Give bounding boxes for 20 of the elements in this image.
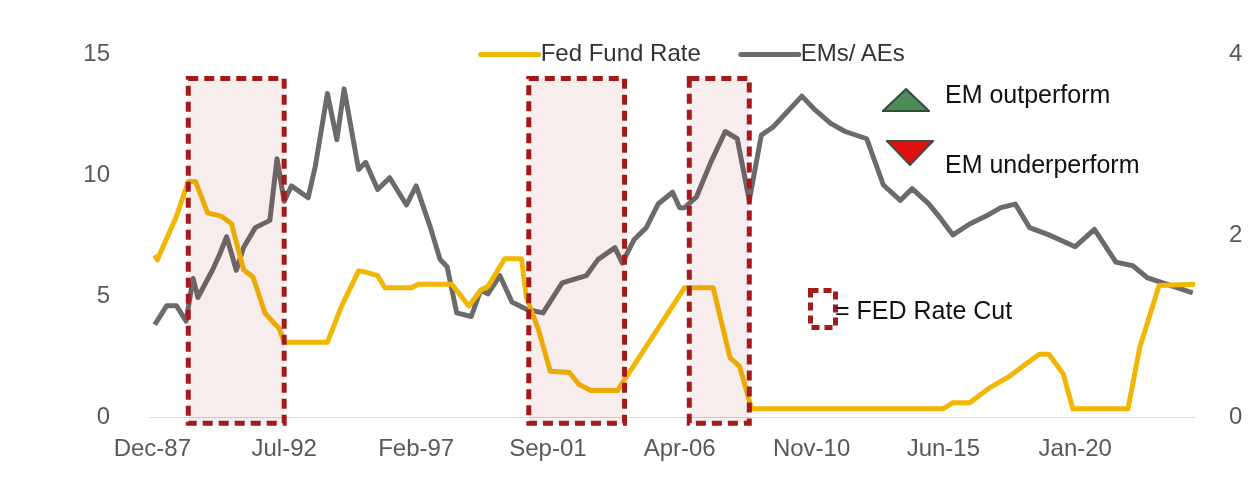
annotation: EM underperform	[945, 150, 1140, 179]
x-tick-label: Nov-10	[772, 434, 851, 462]
y-tick-label: 5	[96, 280, 110, 308]
y2-tick-label: 2	[1229, 220, 1243, 248]
y-tick-label: 0	[96, 401, 110, 429]
annotation: = FED Rate Cut	[835, 296, 1013, 325]
y2-tick-label: 0	[1229, 401, 1243, 429]
x-tick-label: Jan-20	[1038, 434, 1112, 462]
x-tick-label: Apr-06	[643, 434, 716, 462]
x-tick-label: Jul-92	[251, 434, 317, 462]
y2-tick-label: 4	[1229, 39, 1243, 67]
x-tick-label: Jun-15	[906, 434, 981, 462]
legend-label: EMs/ AEs	[800, 39, 905, 67]
legend-label: Fed Fund Rate	[540, 39, 701, 67]
y-tick-label: 15	[83, 39, 110, 67]
x-tick-label: Sep-01	[509, 434, 587, 462]
y-tick-label: 10	[83, 159, 110, 187]
x-tick-label: Dec-87	[113, 434, 192, 462]
x-tick-label: Feb-97	[378, 434, 455, 462]
annotation: EM outperform	[945, 80, 1111, 109]
